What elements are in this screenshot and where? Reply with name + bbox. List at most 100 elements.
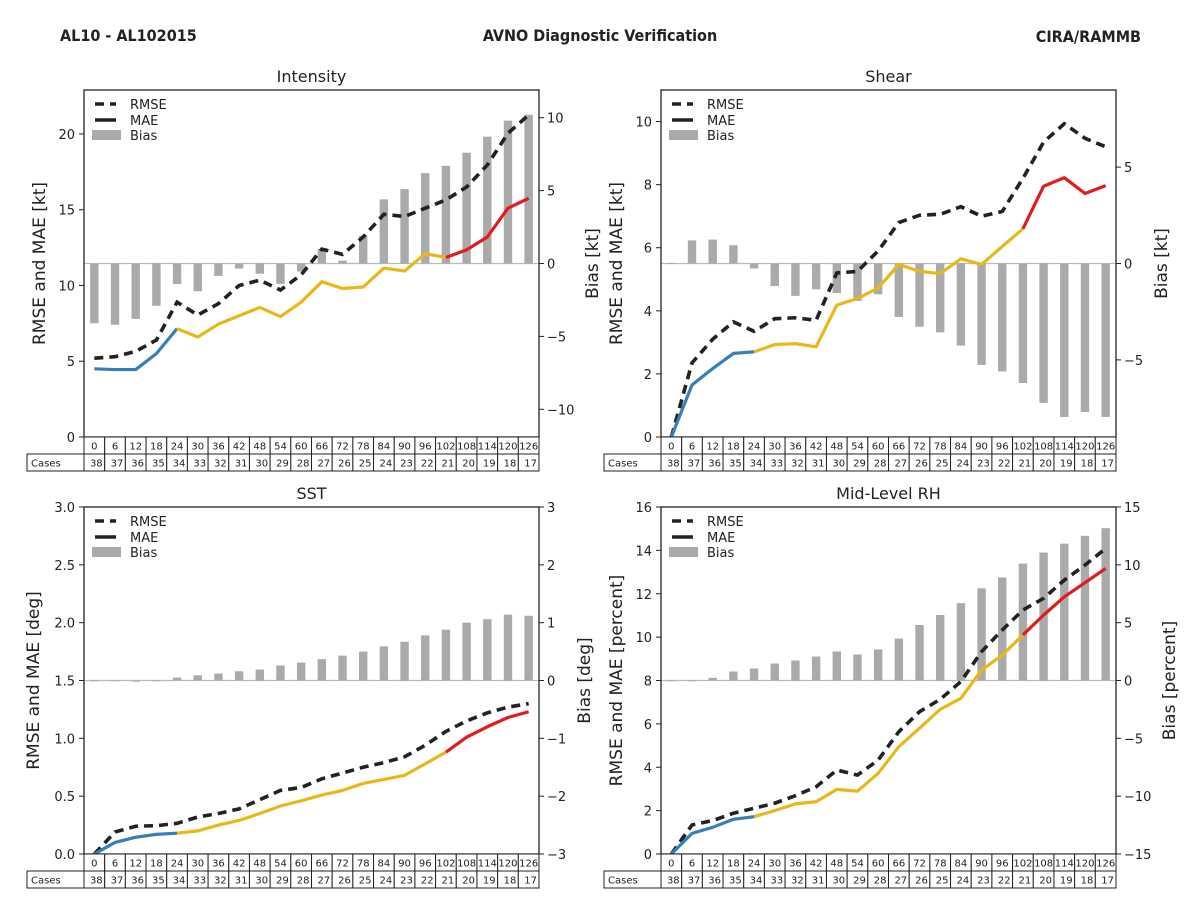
case-count: 17 (524, 459, 537, 470)
left-tick-label: 2 (644, 368, 652, 383)
left-tick-label: 10 (635, 116, 652, 131)
bias-bar (1080, 535, 1090, 681)
case-count: 28 (297, 459, 310, 470)
forecast-hour-label: 18 (727, 442, 740, 453)
case-count: 17 (1101, 459, 1114, 470)
forecast-hour-label: 6 (689, 442, 695, 453)
case-count: 18 (504, 876, 517, 887)
cases-table: 0 38 6 37 12 36 18 35 24 34 30 33 36 32 42 31 48 30 54 29 60… (603, 436, 1117, 472)
mae-line-segment-2 (176, 252, 447, 339)
bias-bar (729, 245, 738, 264)
cases-table: 0 38 6 37 12 36 18 35 24 34 30 33 36 32 42 31 48 30 54 29 60… (603, 853, 1117, 889)
forecast-hour-label: 90 (975, 859, 988, 870)
forecast-hour-label: 66 (892, 442, 905, 453)
forecast-hour-label: 48 (830, 442, 843, 453)
right-tick-label: 10 (1124, 559, 1141, 574)
bias-bar (462, 152, 471, 264)
forecast-hour-label: 114 (1055, 442, 1074, 453)
bias-bar (296, 662, 306, 681)
case-count: 34 (750, 876, 763, 887)
bias-bar (791, 660, 800, 681)
left-tick-label: 0 (67, 431, 75, 446)
forecast-hour-label: 36 (212, 859, 225, 870)
legend-bias-swatch (669, 130, 698, 140)
bias-bar (152, 263, 161, 306)
case-count: 17 (524, 876, 537, 887)
mae-line-segment-3 (444, 710, 530, 754)
forecast-hour-label: 30 (768, 442, 781, 453)
legend-mae-label: MAE (707, 114, 735, 129)
forecast-hour-label: 60 (295, 442, 308, 453)
forecast-hour-label: 126 (519, 442, 538, 453)
bias-bar (317, 659, 327, 681)
right-tick-label: −5 (1124, 354, 1143, 369)
bias-bar (131, 263, 140, 319)
bias-bar (110, 263, 120, 325)
forecast-hour-label: 0 (91, 442, 97, 453)
case-count: 24 (379, 876, 392, 887)
bias-bar (400, 189, 409, 264)
cases-label-cell (603, 453, 662, 472)
forecast-hour-label: 90 (398, 442, 411, 453)
case-count: 30 (255, 459, 268, 470)
bias-bar (708, 677, 717, 681)
forecast-hour-label: 0 (668, 442, 674, 453)
mae-line-segment-3 (1021, 176, 1107, 230)
bias-bar (977, 588, 986, 681)
case-count: 36 (131, 459, 144, 470)
case-count: 38 (90, 459, 103, 470)
bias-bar (317, 248, 327, 264)
case-count: 37 (111, 876, 124, 887)
bias-bar (667, 680, 676, 682)
right-tick-label: 3 (547, 501, 555, 516)
mae-line-segment-3 (1021, 567, 1107, 637)
left-tick-label: 8 (644, 179, 652, 194)
bias-bar (172, 263, 182, 284)
right-tick-label: 15 (1124, 501, 1141, 516)
case-count: 35 (152, 459, 165, 470)
bias-bar (853, 654, 862, 681)
forecast-hour-label: 36 (789, 442, 802, 453)
case-count: 30 (832, 459, 845, 470)
legend-bias-label: Bias (707, 129, 734, 144)
cases-row-label: Cases (608, 459, 638, 470)
forecast-hour-label: 84 (955, 859, 968, 870)
left-tick-label: 14 (635, 544, 652, 559)
left-tick-label: 10 (58, 279, 75, 294)
forecast-hour-label: 36 (789, 859, 802, 870)
bias-bar (687, 240, 697, 264)
case-count: 29 (276, 876, 289, 887)
forecast-hour-label: 72 (336, 859, 349, 870)
forecast-hour-label: 108 (1034, 442, 1053, 453)
case-count: 35 (152, 876, 165, 887)
case-count: 34 (750, 459, 763, 470)
case-count: 20 (1039, 876, 1052, 887)
case-count: 36 (708, 876, 721, 887)
left-tick-label: 15 (58, 204, 75, 219)
left-axis-label: RMSE and MAE [kt] (607, 182, 627, 345)
forecast-hour-label: 84 (378, 859, 391, 870)
cases-label-cell (26, 453, 85, 472)
bias-bar (441, 165, 451, 264)
bias-bar (853, 263, 862, 301)
bias-bar (770, 663, 779, 681)
bias-bar (255, 263, 264, 274)
forecast-hour-label: 18 (150, 442, 163, 453)
case-count: 34 (173, 459, 186, 470)
left-tick-label: 4 (644, 761, 652, 776)
forecast-hour-label: 84 (378, 442, 391, 453)
case-count: 35 (729, 876, 742, 887)
rmse-line (669, 121, 1107, 438)
forecast-hour-label: 120 (498, 442, 517, 453)
case-count: 23 (977, 459, 990, 470)
case-count: 36 (708, 459, 721, 470)
case-count: 33 (193, 459, 206, 470)
forecast-hour-label: 126 (519, 859, 538, 870)
cases-row-label: Cases (31, 459, 61, 470)
cases-label-cell (26, 870, 85, 889)
panel-title: Intensity (277, 67, 347, 86)
forecast-hour-label: 12 (706, 859, 719, 870)
